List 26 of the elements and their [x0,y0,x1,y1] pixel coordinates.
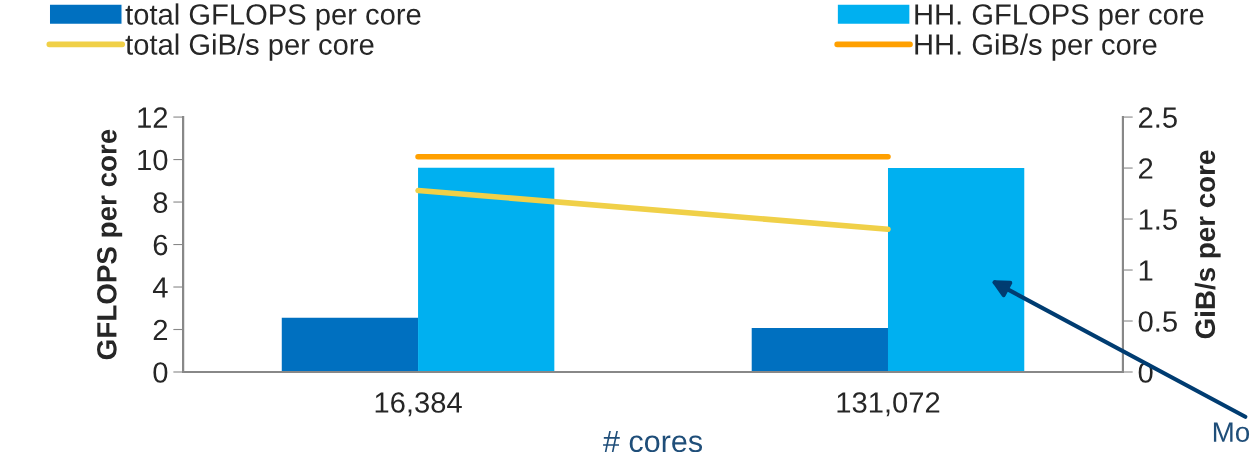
legend-label: total GFLOPS per core [125,3,421,31]
legend-label: total GiB/s per core [125,33,374,61]
x-tick-label: 16,384 [375,392,462,417]
bar [418,167,555,372]
y-tick-label: 6 [153,234,168,256]
y-tick-label: 8 [153,192,168,213]
bar [887,168,1025,372]
legend-label: HH. GFLOPS per core [915,4,1204,31]
y2-tick-label: 2 [1139,158,1153,179]
text: Mo [1213,422,1250,442]
y2-tick-label: 1 [1139,260,1153,281]
y-tick-label: 2 [153,319,168,341]
legend-label: HH. GiB/s per core [915,33,1157,61]
y2-tick-label: 0.5 [1138,311,1177,332]
y2-tick-label: 1.5 [1139,209,1177,230]
y-tick-label: 10 [138,149,168,171]
x-axis-title: # cores [603,430,703,452]
y2-tick-label: 2.5 [1139,107,1177,128]
bar [281,317,419,372]
y-tick-label: 4 [152,277,168,298]
y2-axis-title: GiB/s per core [1194,150,1221,339]
y-tick-label: 12 [138,107,168,128]
bar [751,328,888,372]
y-axis-title: GFLOPS per core [97,129,123,360]
x-tick-label: 131,072 [837,392,940,417]
y-tick-label: 0 [153,362,168,383]
